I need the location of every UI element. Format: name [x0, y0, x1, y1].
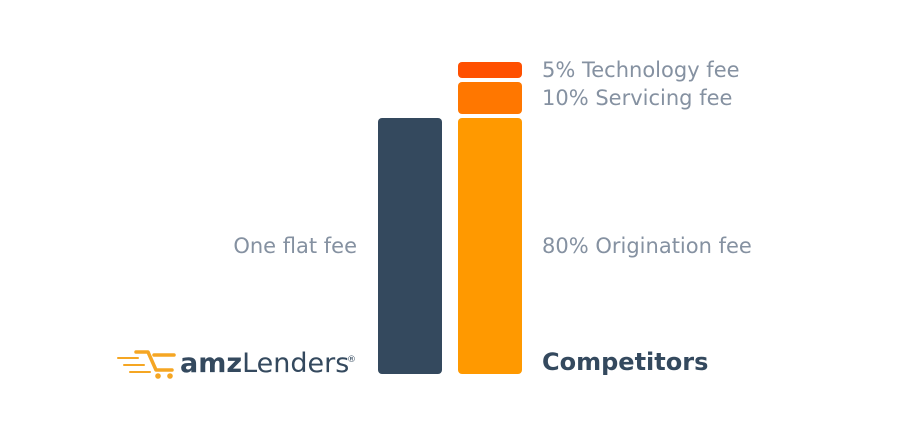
- brand-name-bold: amz: [180, 348, 242, 379]
- svg-text:amzLenders: amzLenders: [180, 348, 349, 379]
- cart-icon: [118, 352, 174, 379]
- bar-segment-1-0: [458, 118, 522, 374]
- segment-label-1-1: 10% Servicing fee: [542, 86, 732, 110]
- bars-group: [378, 62, 522, 374]
- segment-label-1-0: 80% Origination fee: [542, 234, 752, 258]
- amzlenders-logo: amzLenders ®: [118, 348, 356, 379]
- competitors-label: Competitors: [542, 348, 708, 376]
- segment-label-0-0: One flat fee: [233, 234, 357, 258]
- segment-label-1-2: 5% Technology fee: [542, 58, 740, 82]
- bar-segment-0-0: [378, 118, 442, 374]
- registered-mark: ®: [347, 355, 356, 365]
- bar-segment-1-2: [458, 62, 522, 78]
- brand-name-rest: Lenders: [242, 348, 349, 379]
- bar-segment-1-1: [458, 82, 522, 114]
